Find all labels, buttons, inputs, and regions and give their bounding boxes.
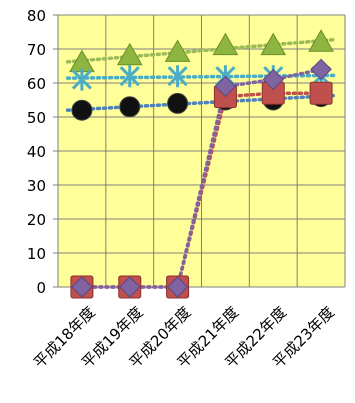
data-point [166,276,189,298]
data-point [212,32,239,56]
y-tick-label: 40 [27,143,46,161]
data-point [71,68,92,91]
data-point [167,92,189,114]
data-point [119,276,141,298]
data-points [69,29,334,299]
y-tick-label: 30 [27,177,46,195]
y-tick-label: 10 [27,245,46,263]
y-tick-label: 50 [27,109,46,127]
data-point [308,29,334,52]
data-point [71,276,93,298]
data-point [119,96,141,118]
y-tick-label: 70 [27,41,46,59]
y-tick-label: 60 [27,75,46,93]
data-point [71,99,93,121]
data-point [310,58,332,81]
data-point [260,32,287,56]
trendline [65,37,338,64]
data-point [214,75,237,98]
data-point [167,65,188,88]
data-point [164,39,191,62]
y-tick-label: 20 [27,211,46,229]
data-point [119,65,140,88]
trendline [65,93,338,112]
data-point [116,42,143,66]
data-point [262,68,284,91]
y-axis: 0 10 20 30 40 50 60 70 80 [27,7,59,297]
data-point [309,81,333,105]
y-tick-label: 0 [36,279,46,297]
y-tick-label: 80 [27,7,46,25]
